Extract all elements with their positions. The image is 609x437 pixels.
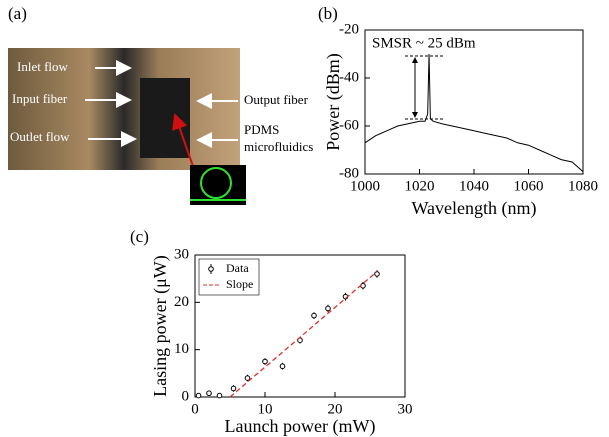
data-point: [311, 312, 317, 319]
x-tick-label: 1000: [350, 178, 380, 194]
y-axis-label: Lasing power (μW): [150, 255, 171, 397]
annotation: SMSR ~ 25 dBm: [372, 35, 476, 51]
data-point: [216, 392, 223, 399]
y-tick-label: 10: [174, 341, 189, 357]
data-point: [325, 305, 331, 312]
chip: [140, 78, 190, 158]
smsr-marker: [405, 55, 445, 120]
x-tick-label: 0: [191, 401, 199, 417]
y-tick-label: 20: [174, 294, 189, 310]
series-line: [229, 271, 378, 398]
panel-label: (b): [318, 4, 338, 23]
x-tick-label: 30: [398, 401, 413, 417]
legend-box: [198, 258, 260, 296]
data-point: [360, 282, 366, 289]
chart: (b) 1000 1020 1040 1060 1080 -20 -40 -60 -80 Wavel…: [318, 4, 598, 219]
label: Input fiber: [12, 91, 68, 106]
x-axis-label: Launch power (mW): [225, 416, 376, 437]
x-tick-label: 1040: [459, 178, 489, 194]
y-tick-label: -20: [339, 21, 359, 37]
panel-label: (a): [8, 4, 27, 23]
y-tick-label: -40: [339, 69, 359, 85]
plot-frame: [194, 254, 406, 398]
data-point: [244, 375, 251, 381]
ring: [200, 167, 232, 199]
label: Output fiber: [244, 92, 309, 107]
legend-swatch: [208, 266, 214, 272]
legend-label: Slope: [226, 277, 253, 291]
label: PDMS: [244, 122, 279, 137]
x-tick-label: 1080: [568, 178, 598, 194]
panel-a: (a) Inlet flow Input fiber Outlet flow O…: [8, 4, 313, 205]
y-tick-label: 0: [182, 388, 190, 404]
series-line: [364, 53, 584, 172]
arrow: [172, 113, 196, 173]
x-tick-label: 10: [258, 401, 273, 417]
data-point: [230, 385, 237, 392]
label: Inlet flow: [17, 59, 69, 74]
plot-frame: [364, 29, 584, 175]
data-point: [206, 390, 212, 397]
y-tick-label: 30: [174, 246, 189, 262]
y-tick-label: -60: [339, 117, 359, 133]
data-point: [279, 363, 286, 370]
data-point: [262, 358, 268, 365]
x-axis-label: Wavelength (nm): [411, 198, 536, 219]
y-axis-label: Power (dBm): [323, 53, 344, 151]
data-point: [195, 392, 202, 399]
label: Outlet flow: [10, 129, 70, 144]
chart: (c) 0 10 20 30 0 10 20 30 Launch power (mW) Lasing…: [130, 227, 413, 437]
x-tick-label: 1060: [514, 178, 544, 194]
label: microfluidics: [244, 139, 313, 154]
legend-label: Data: [226, 261, 249, 275]
panel-label: (c): [130, 227, 149, 246]
y-tick-label: -80: [339, 165, 359, 181]
x-tick-label: 20: [328, 401, 343, 417]
x-tick-label: 1020: [405, 178, 435, 194]
